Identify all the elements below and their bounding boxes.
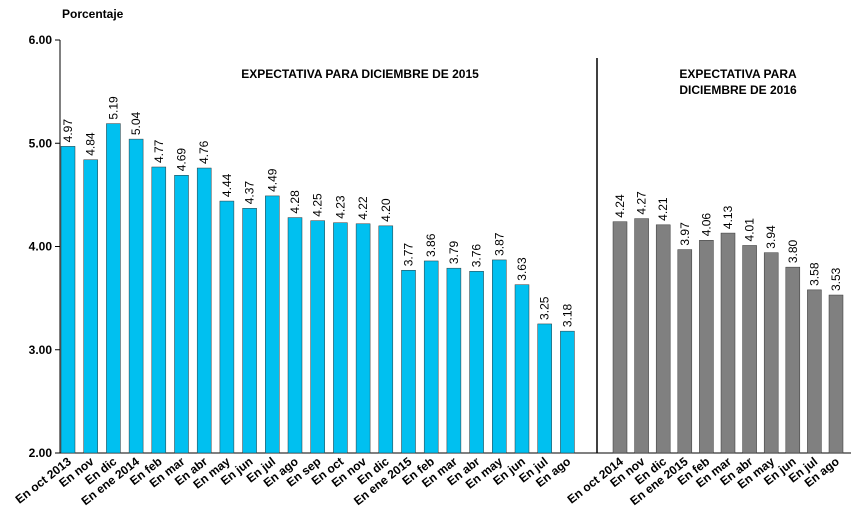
value-label: 5.04 [129, 111, 143, 135]
value-label: 4.77 [152, 139, 166, 163]
bar [355, 223, 371, 454]
bar [174, 175, 189, 454]
bar [333, 222, 348, 454]
bar [514, 284, 530, 454]
value-label: 4.49 [265, 168, 279, 192]
value-label: 4.37 [243, 181, 257, 205]
y-tick-label: 5.00 [29, 136, 53, 150]
bar [446, 267, 462, 454]
value-label: 3.79 [447, 241, 461, 265]
bar [560, 330, 575, 454]
value-label: 3.58 [807, 262, 821, 286]
y-tick-label: 2.00 [29, 446, 53, 460]
bar [83, 159, 98, 454]
value-label: 3.25 [538, 296, 552, 320]
bar [265, 195, 280, 454]
y-tick-label: 4.00 [29, 240, 53, 254]
value-label: 3.77 [402, 243, 416, 267]
value-label: 4.27 [635, 191, 649, 215]
bar [287, 217, 303, 454]
value-label: 4.28 [288, 190, 302, 214]
bar [310, 220, 325, 454]
bar [720, 232, 736, 454]
bar [219, 200, 235, 454]
bar [785, 266, 801, 454]
bar [106, 123, 121, 454]
annotation: EXPECTATIVA PARA [679, 67, 797, 81]
annotation: DICIEMBRE DE 2016 [679, 83, 797, 97]
value-label: 3.97 [678, 222, 692, 246]
value-label: 4.44 [220, 173, 234, 197]
value-label: 4.20 [379, 198, 393, 222]
value-label: 3.86 [424, 233, 438, 257]
value-label: 4.76 [197, 140, 211, 164]
value-label: 3.80 [786, 239, 800, 263]
annotation: EXPECTATIVA PARA DICIEMBRE DE 2015 [241, 67, 479, 81]
bar [699, 240, 714, 454]
value-label: 3.63 [515, 257, 529, 281]
bar [151, 166, 167, 454]
y-tick-label: 6.00 [29, 33, 53, 47]
value-label: 3.94 [764, 225, 778, 249]
bar [634, 218, 649, 454]
value-label: 4.22 [356, 196, 370, 220]
bar [242, 208, 257, 454]
bar [492, 259, 507, 454]
y-tick-label: 3.00 [29, 343, 53, 357]
value-label: 4.84 [84, 132, 98, 156]
value-label: 3.53 [829, 267, 843, 291]
bar [807, 289, 822, 454]
value-label: 4.21 [656, 197, 670, 221]
value-label: 3.18 [560, 303, 574, 327]
value-label: 4.25 [311, 193, 325, 217]
value-label: 5.19 [106, 96, 120, 120]
bar [828, 294, 844, 454]
bar [128, 138, 144, 454]
value-label: 4.97 [61, 119, 75, 143]
bar [655, 224, 671, 454]
bar [401, 269, 416, 454]
bar [742, 245, 757, 454]
bar [378, 225, 394, 454]
value-label: 4.01 [743, 218, 757, 242]
value-label: 3.87 [492, 232, 506, 256]
value-label: 4.13 [721, 205, 735, 229]
bar [537, 323, 552, 454]
bar [196, 167, 212, 454]
bar [612, 221, 628, 454]
y-axis-title: Porcentaje [62, 7, 124, 21]
value-label: 4.24 [613, 194, 627, 218]
bar [677, 249, 693, 454]
value-label: 3.76 [470, 244, 484, 268]
bar [423, 260, 439, 454]
bar [60, 146, 76, 454]
bar [763, 252, 779, 454]
value-label: 4.69 [175, 148, 189, 172]
bar [469, 271, 484, 454]
value-label: 4.23 [333, 195, 347, 219]
value-label: 4.06 [699, 213, 713, 237]
